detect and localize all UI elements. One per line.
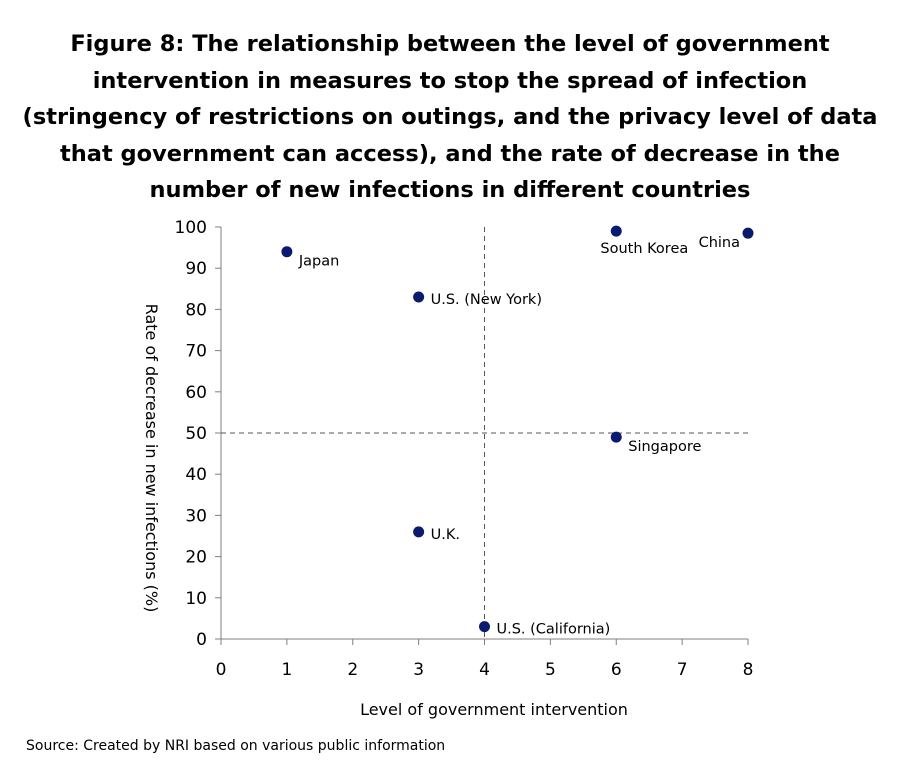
data-point-label: U.K. xyxy=(431,527,460,543)
y-tick-label: 20 xyxy=(185,548,207,568)
y-tick-label: 70 xyxy=(185,342,207,362)
y-tick-label: 50 xyxy=(185,424,207,444)
data-point-label: Japan xyxy=(298,254,339,270)
data-point xyxy=(413,291,425,303)
x-tick-label: 7 xyxy=(677,660,688,680)
y-tick-label: 10 xyxy=(185,589,207,609)
axes xyxy=(215,226,749,645)
x-tick-label: 1 xyxy=(281,660,292,680)
y-tick-label: 80 xyxy=(185,300,207,320)
y-tick-label: 90 xyxy=(185,259,207,279)
y-tick-label: 100 xyxy=(175,218,207,238)
data-point xyxy=(413,526,425,538)
x-tick-label: 2 xyxy=(347,660,358,680)
data-point-label: South Korea xyxy=(600,241,688,257)
y-tick-label: 30 xyxy=(185,506,207,526)
data-points: Japan U.S. (New York) U.K. U.S. (California… xyxy=(281,225,754,638)
x-tick-label: 6 xyxy=(611,660,622,680)
x-tick-label: 4 xyxy=(479,660,490,680)
x-tick-label: 0 xyxy=(216,660,227,680)
source-note: Source: Created by NRI based on various … xyxy=(26,738,446,754)
chart-title: Figure 8: The relationship between the l… xyxy=(22,31,878,203)
reference-lines xyxy=(221,227,748,639)
data-point xyxy=(479,621,490,633)
data-point-label: U.S. (New York) xyxy=(431,292,542,308)
y-tick-label: 60 xyxy=(185,383,207,403)
x-axis-label: Level of government intervention xyxy=(360,700,628,719)
y-tick-label: 40 xyxy=(185,465,207,485)
x-tick-label: 8 xyxy=(743,660,754,680)
y-tick-label: 0 xyxy=(196,630,207,650)
x-tick-label: 3 xyxy=(413,660,424,680)
data-point-label: U.S. (California) xyxy=(497,622,611,638)
data-point xyxy=(281,246,293,258)
data-point xyxy=(610,431,622,443)
data-point xyxy=(610,225,622,237)
tick-labels: 0 10 20 30 40 50 60 70 80 90 100 0 1 2 3 4 5 6 7 8 xyxy=(175,218,754,680)
y-axis-label: Rate of decrease in new infections (%) xyxy=(142,304,161,613)
data-point-label: Singapore xyxy=(628,439,701,455)
x-tick-label: 5 xyxy=(545,660,556,680)
data-point-label: China xyxy=(699,235,740,251)
data-point xyxy=(742,227,754,239)
